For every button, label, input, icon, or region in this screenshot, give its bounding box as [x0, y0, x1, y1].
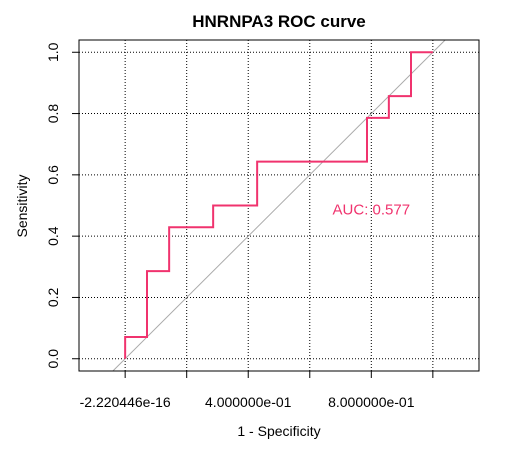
x-tick-label-0: -2.220446e-16	[80, 394, 171, 410]
auc-annotation: AUC: 0.577	[333, 202, 411, 219]
chart-title: HNRNPA3 ROC curve	[192, 12, 366, 31]
y-axis-label: Sensitivity	[14, 174, 30, 237]
y-tick-label-5: 1.0	[45, 42, 61, 62]
x-tick-label-4: 8.000000e-01	[328, 394, 415, 410]
x-axis-label: 1 - Specificity	[237, 423, 320, 439]
x-axis: -2.220446e-16 4.000000e-01 8.000000e-01	[80, 371, 433, 410]
y-tick-label-4: 0.8	[45, 104, 61, 124]
y-tick-label-2: 0.4	[45, 226, 61, 246]
y-tick-label-0: 0.0	[45, 349, 61, 369]
y-axis: 0.0 0.2 0.4 0.6 0.8 1.0	[45, 42, 79, 368]
x-tick-label-2: 4.000000e-01	[205, 394, 292, 410]
y-tick-label-3: 0.6	[45, 165, 61, 185]
y-tick-label-1: 0.2	[45, 288, 61, 308]
